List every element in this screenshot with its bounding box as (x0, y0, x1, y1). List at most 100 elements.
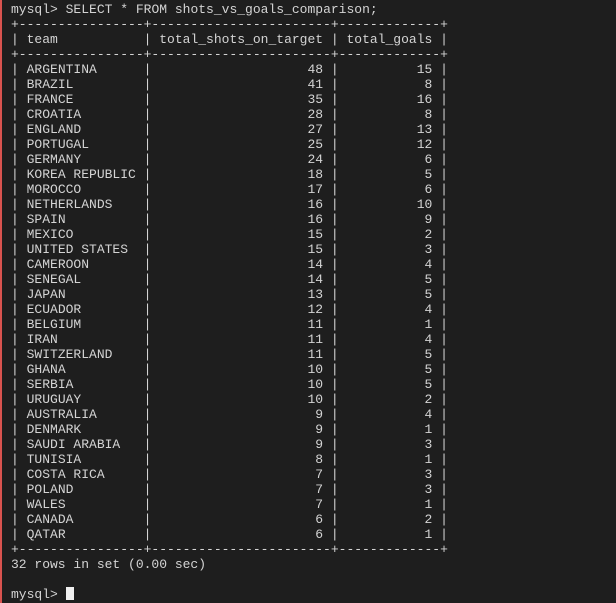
cell-separator: | (323, 332, 425, 347)
cell-separator: | (135, 152, 308, 167)
cell-separator: | (432, 77, 448, 92)
team-cell: BELGIUM (26, 317, 82, 332)
team-cell: UNITED STATES (26, 242, 129, 257)
number-cell: 7 (315, 482, 324, 497)
number-cell: 9 (424, 212, 433, 227)
cell-separator: | (323, 227, 425, 242)
cell-separator: | (323, 317, 425, 332)
cell-separator: | (135, 332, 308, 347)
line: mysql> (11, 587, 448, 602)
padding (105, 467, 136, 482)
team-cell: DENMARK (26, 422, 82, 437)
line: 32 rows in set (0.00 sec) (11, 557, 448, 572)
cell-separator: | (323, 482, 425, 497)
cell-separator: | (11, 497, 27, 512)
number-cell: 14 (307, 257, 324, 272)
line: | GHANA | 10 | 5 | (11, 362, 448, 377)
cell-separator: | (135, 107, 308, 122)
team-cell: SAUDI ARABIA (26, 437, 121, 452)
cell-separator: | (135, 62, 308, 77)
team-cell: ARGENTINA (26, 62, 97, 77)
cell-separator: | (432, 137, 448, 152)
number-cell: 1 (424, 527, 433, 542)
cell-separator: | (11, 32, 27, 47)
padding (89, 257, 136, 272)
number-cell: 17 (307, 182, 324, 197)
cell-separator: | (11, 272, 27, 287)
number-cell: 2 (424, 512, 433, 527)
cell-separator: | (432, 302, 448, 317)
cell-separator: | (432, 227, 448, 242)
cell-separator: | (432, 197, 448, 212)
number-cell: 5 (424, 347, 433, 362)
number-cell: 3 (424, 437, 433, 452)
team-cell: FRANCE (26, 92, 74, 107)
team-cell: SERBIA (26, 377, 74, 392)
number-cell: 14 (307, 272, 324, 287)
space (58, 2, 66, 17)
number-cell: 5 (424, 287, 433, 302)
cell-separator: | (135, 392, 308, 407)
number-cell: 24 (307, 152, 324, 167)
cell-separator: | (135, 512, 316, 527)
cell-separator: | (432, 512, 448, 527)
cell-separator: | (135, 302, 308, 317)
team-cell: CANADA (26, 512, 74, 527)
number-cell: 13 (416, 122, 433, 137)
cell-separator: | (323, 257, 425, 272)
line: | ARGENTINA | 48 | 15 | (11, 62, 448, 77)
padding (73, 512, 135, 527)
cell-separator: | (135, 257, 308, 272)
number-cell: 8 (315, 452, 324, 467)
cell-separator: | (323, 497, 425, 512)
cell-separator: | (323, 92, 417, 107)
padding (66, 212, 136, 227)
number-cell: 12 (416, 137, 433, 152)
cell-separator: | (323, 32, 347, 47)
cell-separator: | (11, 422, 27, 437)
cell-separator: | (11, 452, 27, 467)
cell-separator: | (432, 62, 448, 77)
cell-separator: | (135, 347, 308, 362)
line: | BELGIUM | 11 | 1 | (11, 317, 448, 332)
cell-separator: | (135, 77, 308, 92)
cell-separator: | (432, 527, 448, 542)
table-border: +----------------+----------------------… (11, 542, 448, 557)
cell-separator: | (323, 152, 425, 167)
cell-separator: | (11, 482, 27, 497)
cell-separator: | (135, 272, 308, 287)
cell-separator: | (432, 332, 448, 347)
cell-separator: | (323, 122, 417, 137)
number-cell: 16 (416, 92, 433, 107)
padding (120, 437, 136, 452)
number-cell: 15 (307, 227, 324, 242)
cell-separator: | (323, 62, 417, 77)
team-cell: CAMEROON (26, 257, 90, 272)
team-cell: SWITZERLAND (26, 347, 113, 362)
number-cell: 6 (315, 527, 324, 542)
cell-separator: | (11, 197, 27, 212)
cell-separator: | (323, 212, 425, 227)
number-cell: 5 (424, 272, 433, 287)
number-cell: 11 (307, 347, 324, 362)
cell-separator: | (11, 242, 27, 257)
line: | KOREA REPUBLIC | 18 | 5 | (11, 167, 448, 182)
padding (81, 152, 136, 167)
cell-separator: | (135, 362, 308, 377)
cell-separator: | (323, 527, 425, 542)
number-cell: 10 (416, 197, 433, 212)
number-cell: 4 (424, 302, 433, 317)
cell-separator: | (11, 257, 27, 272)
number-cell: 5 (424, 167, 433, 182)
line: +----------------+----------------------… (11, 47, 448, 62)
line: | SWITZERLAND | 11 | 5 | (11, 347, 448, 362)
number-cell: 4 (424, 332, 433, 347)
team-cell: PORTUGAL (26, 137, 90, 152)
number-cell: 3 (424, 467, 433, 482)
number-cell: 28 (307, 107, 324, 122)
number-cell: 11 (307, 317, 324, 332)
number-cell: 10 (307, 377, 324, 392)
cell-separator: | (11, 527, 27, 542)
cell-separator: | (11, 332, 27, 347)
team-cell: QATAR (26, 527, 66, 542)
